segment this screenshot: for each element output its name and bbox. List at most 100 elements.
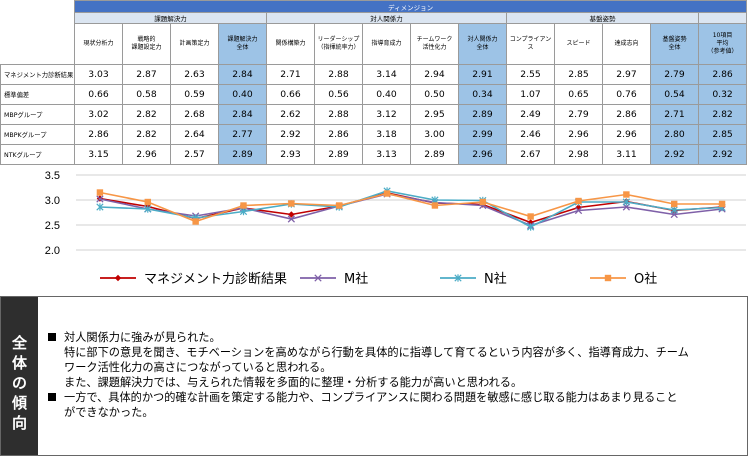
- group-header-empty: [697, 12, 748, 24]
- table-cell: 2.84: [218, 104, 267, 125]
- series-line: [99, 193, 723, 227]
- group-header-interpersonal: 対人関係力: [266, 12, 507, 24]
- column-header: 現状分析力: [74, 23, 123, 65]
- data-point: [239, 207, 248, 216]
- column-header: 達成志向: [602, 23, 651, 65]
- table-row: MBPKグループ 2.86 2.82 2.64 2.77 2.92 2.86 3.18 3.00…: [0, 124, 748, 145]
- table-cell: 2.89: [410, 144, 459, 165]
- bullet-text: 対人関係力に強みが見られた。: [64, 331, 221, 344]
- table-cell: 0.56: [314, 84, 363, 105]
- overall-trend-panel: 全 体 の 傾 向 対人関係力に強みが見られた。 特に部下の意見を聞き、モチベー…: [0, 296, 748, 456]
- dimension-header: ディメンジョン: [73, 0, 748, 13]
- column-header: 指導育成力: [362, 23, 411, 65]
- table-cell: 2.85: [697, 124, 748, 145]
- data-point: [671, 200, 678, 208]
- table-cell: 2.86: [602, 104, 651, 125]
- data-point: [192, 218, 199, 225]
- series-line: [99, 191, 723, 223]
- side-title-bar: 全 体 の 傾 向: [1, 297, 38, 455]
- table-cell: 2.96: [458, 144, 507, 165]
- data-point: [96, 195, 104, 203]
- table-cell: 2.87: [122, 64, 171, 85]
- table-cell: 2.71: [650, 104, 699, 125]
- table-cell: 2.82: [122, 124, 171, 145]
- table-cell: 0.58: [122, 84, 171, 105]
- column-header: 対人関係力 全体: [458, 23, 507, 65]
- table-cell: 2.77: [218, 124, 267, 145]
- table-cell: 2.86: [314, 124, 363, 145]
- legend-label: N社: [484, 271, 507, 287]
- bullet-square-icon: [48, 393, 56, 401]
- table-cell: 2.96: [554, 124, 603, 145]
- data-point: [144, 205, 152, 213]
- table-cell: 2.55: [506, 64, 555, 85]
- table-row: NTKグループ 3.15 2.96 2.57 2.89 2.93 2.89 3.13 2.89 2…: [0, 144, 748, 165]
- table-cell: 3.02: [74, 104, 123, 125]
- side-title-char: 傾: [11, 394, 27, 412]
- table-cell: 2.89: [314, 144, 363, 165]
- table-cell: 2.95: [410, 104, 459, 125]
- legend-item: M社: [300, 271, 368, 287]
- series-line: [99, 190, 723, 228]
- row-label: MBPグループ: [0, 104, 75, 125]
- y-tick-label: 2.0: [45, 245, 60, 257]
- data-point: [574, 206, 583, 215]
- legend-label: マネジメント力診断結果: [144, 271, 287, 287]
- y-tick-label: 3.0: [45, 195, 60, 207]
- row-label: 標準偏差: [0, 84, 75, 105]
- line-chart: 3.5 3.0 2.5 2.0 マネジメント力診断結果 M社 N社 O社: [45, 170, 746, 287]
- table-cell: 0.50: [410, 84, 459, 105]
- table-cell: 2.82: [122, 104, 171, 125]
- side-title-char: 体: [11, 354, 27, 372]
- table-cell: 2.92: [697, 144, 748, 165]
- table-cell: 2.57: [170, 144, 219, 165]
- table-row: 標準偏差 0.66 0.58 0.59 0.40 0.66 0.56 0.40 0.50 0.34…: [0, 84, 748, 105]
- table-cell: 2.97: [602, 64, 651, 85]
- legend-item: O社: [590, 271, 657, 287]
- column-header: チームワーク 活性化力: [410, 23, 459, 65]
- score-table: ディメンジョン 課題解決力 対人関係力 基盤姿勢 現状分析力 戦略的 課題設定力 計画…: [0, 0, 748, 165]
- bullet-text: また、課題解決力では、与えられた情報を多面的に整理・分析する能力が高いと思われる…: [64, 376, 523, 389]
- table-row: MBPグループ 3.02 2.82 2.68 2.84 2.62 2.88 3.12 2.95 2…: [0, 104, 748, 125]
- table-cell: 2.80: [650, 124, 699, 145]
- legend-marker: [314, 274, 322, 282]
- column-header: 基盤姿勢 全体: [650, 23, 699, 65]
- table-cell: 2.68: [170, 104, 219, 125]
- data-point: [575, 197, 582, 205]
- table-cell: 2.62: [266, 104, 315, 125]
- row-label: NTKグループ: [0, 144, 75, 165]
- table-cell: 2.67: [506, 144, 555, 165]
- table-cell: 2.64: [170, 124, 219, 145]
- table-cell: 2.49: [506, 104, 555, 125]
- table-cell: 0.66: [266, 84, 315, 105]
- table-cell: 2.46: [506, 124, 555, 145]
- table-corner: [0, 0, 75, 13]
- table-cell: 0.54: [650, 84, 699, 105]
- table-cell: 0.65: [554, 84, 603, 105]
- table-cell: 3.03: [74, 64, 123, 85]
- data-point: [670, 206, 678, 214]
- column-header: 課題解決力 全体: [218, 23, 267, 65]
- table-cell: 2.63: [170, 64, 219, 85]
- bullet-text: 一方で、具体的かつ的確な計画を策定する能力や、コンプライアンスに関わる問題を敏感…: [64, 391, 678, 404]
- table-cell: 2.96: [122, 144, 171, 165]
- column-header: 戦略的 課題設定力: [122, 23, 171, 65]
- table-cell: 1.07: [506, 84, 555, 105]
- data-point: [527, 223, 535, 231]
- table-cell: 2.88: [314, 64, 363, 85]
- data-point: [240, 202, 247, 209]
- data-point: [288, 200, 295, 207]
- row-label: MBPKグループ: [0, 124, 75, 145]
- data-point: [527, 213, 534, 220]
- table-cell: 3.18: [362, 124, 411, 145]
- column-header: リーダーシップ （指揮統率力）: [314, 23, 363, 65]
- bullet-item: 対人関係力に強みが見られた。 特に部下の意見を聞き、モチベーションを高めながら行…: [48, 330, 738, 390]
- row-label: マネジメント力診断結果: [0, 64, 75, 85]
- data-point: [144, 198, 151, 206]
- table-cell: 2.79: [554, 104, 603, 125]
- table-cell: 2.89: [458, 104, 507, 125]
- table-cell: 2.82: [697, 104, 748, 125]
- data-point: [718, 200, 726, 208]
- table-cell: 3.15: [74, 144, 123, 165]
- column-header: 計画策定力: [170, 23, 219, 65]
